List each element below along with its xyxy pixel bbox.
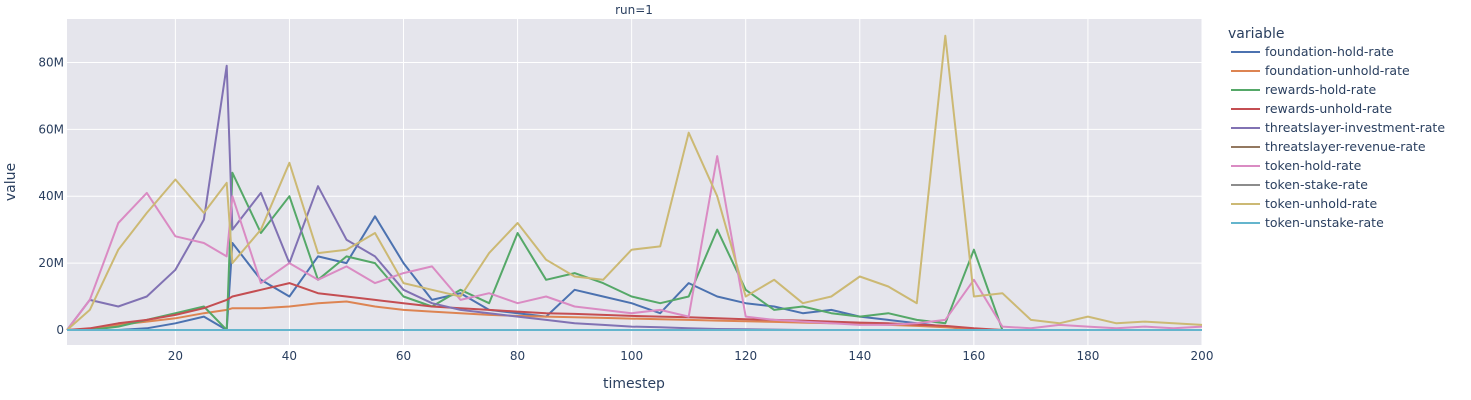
legend-item-threatslayer-investment-rate[interactable]: threatslayer-investment-rate (1231, 120, 1445, 135)
legend-label: token-unstake-rate (1265, 215, 1384, 230)
legend-item-token-stake-rate[interactable]: token-stake-rate (1231, 177, 1368, 192)
x-tick-label: 200 (1191, 349, 1214, 363)
legend-item-foundation-unhold-rate[interactable]: foundation-unhold-rate (1231, 63, 1410, 78)
legend-item-token-unhold-rate[interactable]: token-unhold-rate (1231, 196, 1377, 211)
legend-item-token-unstake-rate[interactable]: token-unstake-rate (1231, 215, 1384, 230)
y-axis-ticks: 0 20M 40M 60M 80M (38, 55, 64, 336)
legend-label: foundation-hold-rate (1265, 44, 1394, 59)
x-tick-label: 140 (848, 349, 871, 363)
facet-title: run=1 (615, 3, 653, 17)
y-tick-label: 0 (56, 323, 64, 337)
x-tick-label: 120 (734, 349, 757, 363)
legend-item-threatslayer-revenue-rate[interactable]: threatslayer-revenue-rate (1231, 139, 1426, 154)
series-lines (66, 34, 1203, 331)
legend-label: token-hold-rate (1265, 158, 1362, 173)
legend-label: threatslayer-investment-rate (1265, 120, 1445, 135)
legend-item-rewards-unhold-rate[interactable]: rewards-unhold-rate (1231, 101, 1392, 116)
legend-item-token-hold-rate[interactable]: token-hold-rate (1231, 158, 1362, 173)
x-axis-ticks: 20 40 60 80 100 120 140 160 180 200 (168, 349, 1214, 363)
series-line-token-hold-rate (66, 155, 1203, 331)
legend-label: token-unhold-rate (1265, 196, 1377, 211)
legend: variable foundation-hold-rate foundation-… (1228, 26, 1445, 230)
y-tick-label: 40M (38, 189, 64, 203)
x-tick-label: 160 (962, 349, 985, 363)
legend-label: rewards-hold-rate (1265, 82, 1377, 97)
legend-item-rewards-hold-rate[interactable]: rewards-hold-rate (1231, 82, 1377, 97)
legend-label: threatslayer-revenue-rate (1265, 139, 1426, 154)
y-tick-label: 20M (38, 256, 64, 270)
x-tick-label: 100 (620, 349, 643, 363)
x-tick-label: 80 (510, 349, 525, 363)
legend-label: foundation-unhold-rate (1265, 63, 1410, 78)
x-tick-label: 40 (282, 349, 297, 363)
x-tick-label: 180 (1076, 349, 1099, 363)
legend-label: rewards-unhold-rate (1265, 101, 1392, 116)
x-axis-title: timestep (603, 376, 665, 392)
legend-title: variable (1228, 26, 1284, 42)
y-tick-label: 80M (38, 55, 64, 69)
y-axis-title: value (3, 163, 19, 201)
legend-label: token-stake-rate (1265, 177, 1368, 192)
y-tick-label: 60M (38, 122, 64, 136)
legend-item-foundation-hold-rate[interactable]: foundation-hold-rate (1231, 44, 1394, 59)
series-line-token-unhold-rate (66, 34, 1203, 331)
x-tick-label: 20 (168, 349, 183, 363)
x-tick-label: 60 (396, 349, 411, 363)
